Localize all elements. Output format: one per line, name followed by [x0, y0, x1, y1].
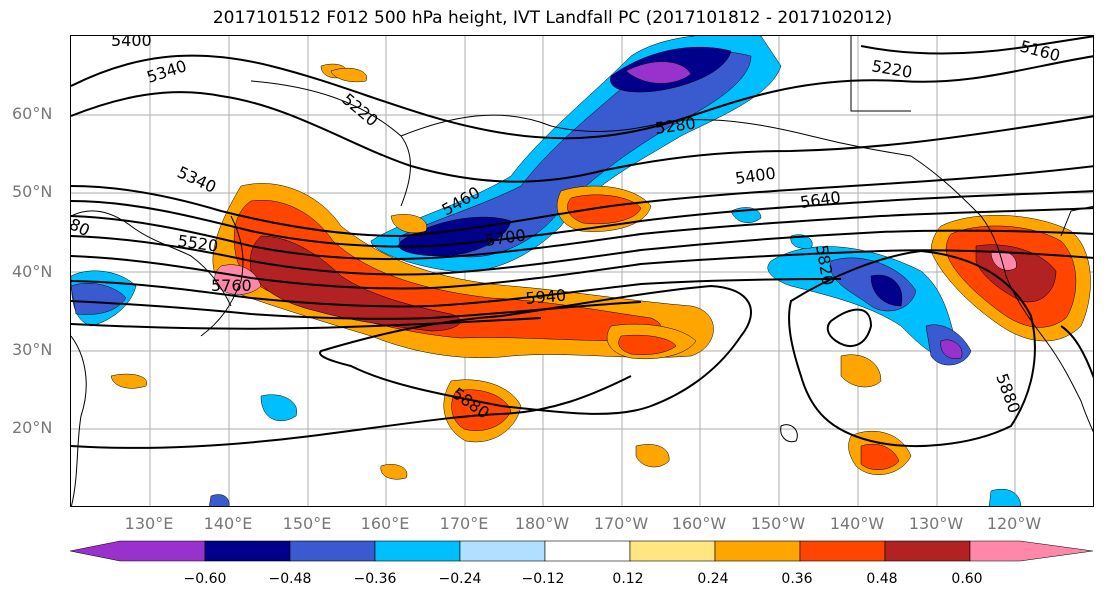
contour-label: 5940 — [525, 286, 567, 308]
lat-label-40n: 40°N — [12, 262, 53, 281]
colorbar-tick-label: −0.12 — [521, 571, 565, 587]
lon-label-180w: 180°W — [514, 514, 570, 533]
colorbar-segment — [969, 540, 1094, 562]
colorbar — [70, 540, 1094, 562]
colorbar-segment — [884, 540, 971, 562]
colorbar-tick-label: 0.24 — [697, 571, 729, 587]
lon-label-160e: 160°E — [360, 514, 410, 533]
contour-label: 5400 — [111, 36, 152, 50]
contour-label: 5340 — [174, 162, 219, 196]
contour-label: 5760 — [211, 276, 252, 295]
colorbar-tick-label: −0.60 — [183, 571, 227, 587]
colorbar-segment — [629, 540, 716, 562]
contour-label: 5340 — [144, 56, 189, 87]
lon-label-170w: 170°W — [593, 514, 649, 533]
colorbar-segment — [799, 540, 886, 562]
lon-label-130w: 130°W — [908, 514, 964, 533]
map-panel: 5400 5340 5220 5280 5160 5220 5340 5400 … — [70, 35, 1094, 507]
lat-label-50n: 50°N — [12, 182, 53, 201]
map-canvas: 5400 5340 5220 5280 5160 5220 5340 5400 … — [71, 36, 1093, 506]
colorbar-segment — [70, 540, 206, 562]
colorbar-tick-label: −0.48 — [268, 571, 312, 587]
contour-label: 5400 — [734, 163, 777, 187]
lon-label-150e: 150°E — [282, 514, 332, 533]
height-contours — [71, 36, 1093, 449]
contour-label: 5220 — [338, 90, 381, 131]
colorbar-tick-label: −0.24 — [438, 571, 482, 587]
lon-label-130e: 130°E — [124, 514, 174, 533]
colorbar-segment — [544, 540, 631, 562]
lat-label-30n: 30°N — [12, 340, 53, 359]
colorbar-tick-label: −0.36 — [353, 571, 397, 587]
lat-label-20n: 20°N — [12, 418, 53, 437]
lon-label-170e: 170°E — [439, 514, 489, 533]
contour-label: 5160 — [1018, 37, 1062, 66]
lon-label-120w: 120°W — [986, 514, 1042, 533]
colorbar-tick-label: 0.48 — [866, 571, 898, 587]
lon-label-140w: 140°W — [829, 514, 885, 533]
contour-label: 80 — [71, 214, 93, 240]
lon-label-160w: 160°W — [671, 514, 727, 533]
contour-label: 5880 — [992, 371, 1024, 416]
lon-label-150w: 150°W — [750, 514, 806, 533]
colorbar-segment — [204, 540, 291, 562]
colorbar-segment — [289, 540, 376, 562]
colorbar-segment — [714, 540, 801, 562]
contour-label: 5220 — [870, 56, 913, 82]
colorbar-tick-label: 0.60 — [951, 571, 983, 587]
colorbar-tick-label: 0.36 — [781, 571, 813, 587]
colorbar-tick-label: 0.12 — [612, 571, 644, 587]
figure-title: 2017101512 F012 500 hPa height, IVT Land… — [212, 8, 893, 28]
lat-label-60n: 60°N — [12, 104, 53, 123]
colorbar-segment — [374, 540, 461, 562]
colorbar-segment — [459, 540, 546, 562]
lon-label-140e: 140°E — [203, 514, 253, 533]
contour-label: 5640 — [799, 187, 842, 211]
